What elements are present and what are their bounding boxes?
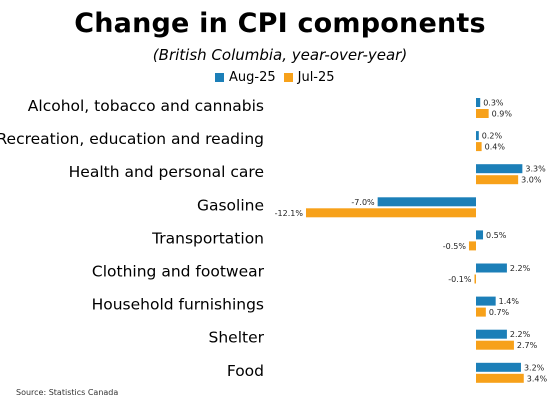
- bar-jul-25-health-and-personal-care: [476, 175, 519, 185]
- data-label-aug-25-clothing-and-footwear: 2.2%: [510, 264, 531, 273]
- data-label-jul-25-household-furnishings: 0.7%: [489, 308, 510, 317]
- bar-jul-25-recreation-education-and-reading: [476, 142, 482, 152]
- data-label-aug-25-food: 3.2%: [524, 363, 545, 372]
- data-label-aug-25-transportation: 0.5%: [486, 231, 507, 240]
- category-label-household-furnishings: Household furnishings: [92, 296, 264, 314]
- source-note: Source: Statistics Canada: [16, 388, 119, 397]
- data-label-jul-25-gasoline: -12.1%: [275, 209, 304, 218]
- bar-aug-25-alcohol-tobacco-and-cannabis: [476, 98, 481, 107]
- bar-aug-25-shelter: [476, 329, 507, 339]
- data-label-jul-25-health-and-personal-care: 3.0%: [521, 176, 542, 185]
- chart-legend: Aug-25 Jul-25: [215, 70, 343, 85]
- bar-aug-25-health-and-personal-care: [476, 164, 523, 174]
- legend-swatch-aug: [215, 73, 224, 82]
- bar-jul-25-alcohol-tobacco-and-cannabis: [476, 109, 489, 118]
- bar-jul-25-transportation: [468, 241, 476, 251]
- data-label-aug-25-shelter: 2.2%: [510, 330, 531, 339]
- category-label-recreation-education-and-reading: Recreation, education and reading: [0, 130, 264, 148]
- data-label-aug-25-gasoline: -7.0%: [351, 198, 375, 207]
- category-label-alcohol-tobacco-and-cannabis: Alcohol, tobacco and cannabis: [28, 97, 264, 115]
- category-label-food: Food: [227, 362, 264, 380]
- bar-aug-25-household-furnishings: [476, 296, 496, 306]
- bar-jul-25-household-furnishings: [476, 307, 486, 317]
- legend-swatch-jul: [283, 73, 293, 82]
- category-label-transportation: Transportation: [151, 229, 264, 247]
- data-label-aug-25-household-furnishings: 1.4%: [499, 297, 520, 306]
- bar-jul-25-shelter: [476, 340, 514, 350]
- bar-jul-25-food: [476, 373, 524, 383]
- data-label-jul-25-alcohol-tobacco-and-cannabis: 0.9%: [492, 110, 513, 119]
- bar-jul-25-gasoline: [305, 208, 476, 218]
- data-label-jul-25-transportation: -0.5%: [443, 242, 467, 251]
- category-label-gasoline: Gasoline: [197, 196, 264, 214]
- bar-jul-25-clothing-and-footwear: [474, 274, 476, 284]
- data-label-jul-25-shelter: 2.7%: [517, 341, 538, 350]
- category-label-health-and-personal-care: Health and personal care: [69, 163, 264, 181]
- data-label-aug-25-alcohol-tobacco-and-cannabis: 0.3%: [483, 99, 504, 108]
- bar-aug-25-food: [476, 362, 521, 372]
- chart-subtitle: (British Columbia, year-over-year): [152, 46, 408, 64]
- category-label-clothing-and-footwear: Clothing and footwear: [92, 263, 265, 281]
- bar-aug-25-clothing-and-footwear: [476, 263, 507, 273]
- data-label-jul-25-clothing-and-footwear: -0.1%: [448, 275, 472, 284]
- legend-label-jul: Jul-25: [297, 70, 335, 85]
- bar-aug-25-transportation: [476, 230, 484, 240]
- bar-aug-25-gasoline: [377, 197, 476, 207]
- category-label-shelter: Shelter: [209, 329, 265, 347]
- chart-title: Change in CPI components: [74, 8, 486, 39]
- legend-label-aug: Aug-25: [229, 70, 276, 85]
- data-label-jul-25-recreation-education-and-reading: 0.4%: [485, 143, 506, 152]
- data-label-jul-25-food: 3.4%: [527, 374, 548, 383]
- bar-aug-25-recreation-education-and-reading: [476, 131, 479, 141]
- legend-item-aug: Aug-25: [215, 70, 276, 85]
- data-label-aug-25-health-and-personal-care: 3.3%: [525, 165, 546, 174]
- data-label-aug-25-recreation-education-and-reading: 0.2%: [482, 132, 503, 141]
- legend-item-jul: Jul-25: [283, 70, 335, 85]
